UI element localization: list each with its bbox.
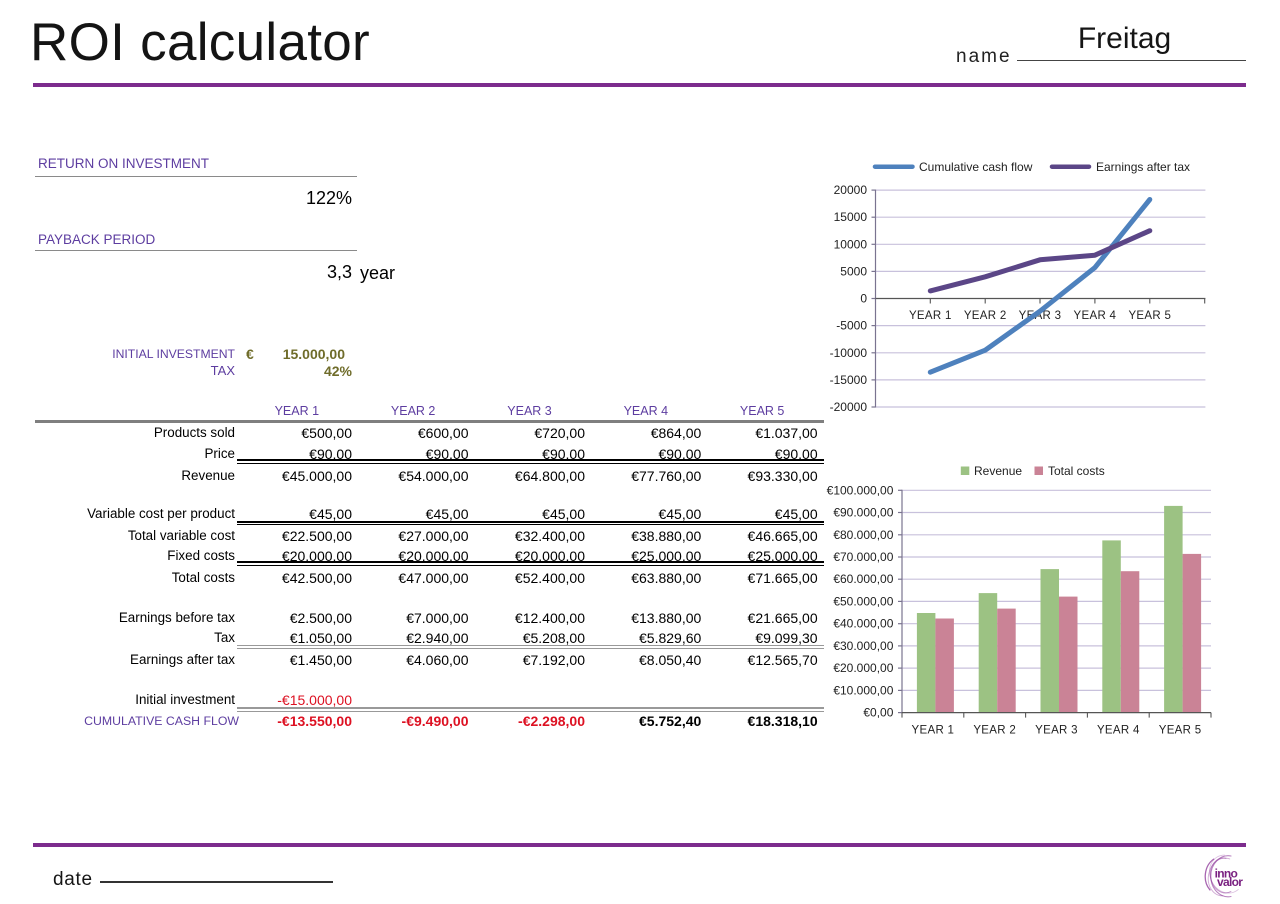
svg-text:YEAR 5: YEAR 5 <box>1159 724 1202 736</box>
svg-text:-10000: -10000 <box>830 346 868 360</box>
svg-text:€100.000,00: €100.000,00 <box>827 483 894 497</box>
svg-text:-15000: -15000 <box>830 373 868 387</box>
svg-text:YEAR 4: YEAR 4 <box>1074 310 1117 322</box>
svg-text:5000: 5000 <box>840 264 867 278</box>
svg-text:€90.000,00: €90.000,00 <box>833 506 893 520</box>
svg-text:€80.000,00: €80.000,00 <box>833 528 893 542</box>
svg-text:€70.000,00: €70.000,00 <box>833 550 893 564</box>
svg-text:Total costs: Total costs <box>1048 464 1105 478</box>
svg-text:Earnings after tax: Earnings after tax <box>1096 160 1190 174</box>
svg-text:€50.000,00: €50.000,00 <box>833 594 893 608</box>
svg-text:YEAR 2: YEAR 2 <box>973 724 1016 736</box>
svg-text:YEAR 2: YEAR 2 <box>964 310 1007 322</box>
svg-text:valor: valor <box>1217 875 1243 889</box>
svg-text:YEAR 5: YEAR 5 <box>1128 310 1171 322</box>
svg-text:YEAR 1: YEAR 1 <box>909 310 952 322</box>
svg-text:inno: inno <box>1215 867 1238 881</box>
svg-text:€40.000,00: €40.000,00 <box>833 617 893 631</box>
svg-text:Revenue: Revenue <box>974 464 1022 478</box>
svg-text:€30.000,00: €30.000,00 <box>833 639 893 653</box>
svg-text:€0,00: €0,00 <box>863 706 893 720</box>
svg-text:YEAR 1: YEAR 1 <box>912 724 955 736</box>
svg-text:15000: 15000 <box>834 210 868 224</box>
svg-text:YEAR 4: YEAR 4 <box>1097 724 1140 736</box>
svg-text:€10.000,00: €10.000,00 <box>833 683 893 697</box>
svg-text:10000: 10000 <box>834 237 868 251</box>
svg-text:0: 0 <box>860 292 867 306</box>
svg-text:€60.000,00: €60.000,00 <box>833 572 893 586</box>
svg-text:20000: 20000 <box>834 183 868 197</box>
svg-text:-20000: -20000 <box>830 400 868 414</box>
svg-text:-5000: -5000 <box>836 319 867 333</box>
svg-text:Cumulative cash flow: Cumulative cash flow <box>919 160 1033 174</box>
svg-text:€20.000,00: €20.000,00 <box>833 661 893 675</box>
svg-text:YEAR 3: YEAR 3 <box>1035 724 1078 736</box>
